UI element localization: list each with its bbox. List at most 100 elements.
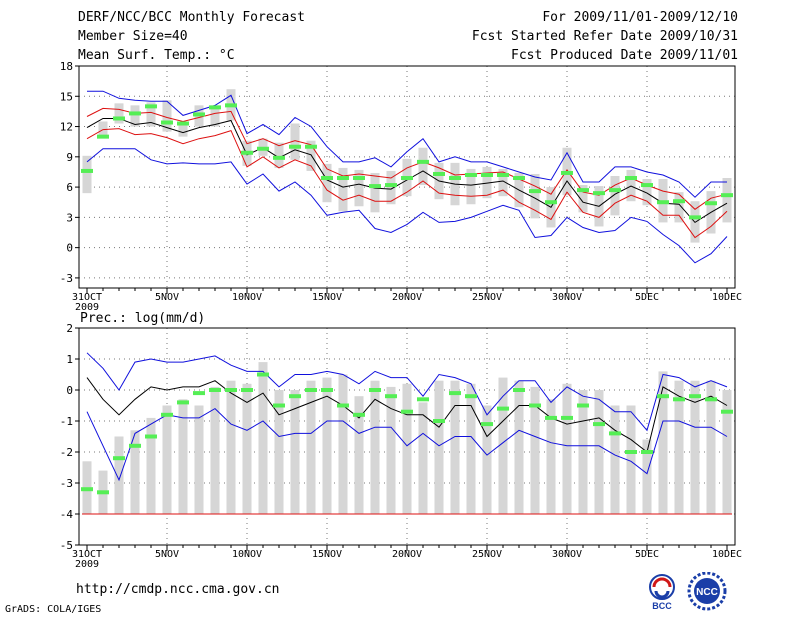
ytick-label: 6 [66,181,73,194]
ytick-label: 12 [60,121,73,134]
xtick-year-label: 2009 [75,302,99,313]
xtick-label: 25NOV [472,549,502,560]
ytick-label: 3 [66,211,73,224]
ytick-label: 2 [66,322,73,335]
ensemble-box [162,100,172,132]
ensemble-box [674,192,684,223]
ensemble-box [194,405,204,514]
ensemble-box [418,402,428,514]
median-marker [161,412,173,417]
xtick-label: 5DEC [635,292,659,303]
median-marker [97,134,109,139]
median-marker [177,400,189,405]
xtick-label: 15NOV [312,549,342,560]
ensemble-box [722,178,732,223]
median-marker [497,172,509,177]
median-marker [385,183,397,188]
ensemble-box [274,142,284,168]
median-marker [129,443,141,448]
ncc-logo: NCC [687,572,727,611]
series-line-upper [86,352,728,432]
ensemble-box [274,390,284,514]
median-marker [369,388,381,392]
series-line-spread-upper [86,107,728,210]
median-marker [593,422,605,427]
median-marker [337,176,349,181]
median-marker [289,144,301,149]
ensemble-box [594,390,604,514]
median-marker [705,201,717,206]
ensemble-box [290,123,300,160]
median-marker [257,372,269,377]
median-marker [81,168,93,173]
ensemble-box [546,399,556,514]
ensemble-box [370,172,380,213]
forecast-produced-date: Fcst Produced Date 2009/11/01 [511,48,738,63]
ytick-label: 15 [60,90,73,103]
ensemble-box [258,362,268,514]
ensemble-box [130,105,140,127]
median-marker [641,183,653,188]
median-marker [401,176,413,181]
ensemble-box [322,377,332,514]
ensemble-box [338,167,348,212]
median-marker [625,450,637,454]
chart-title: DERF/NCC/BCC Monthly Forecast [78,10,305,25]
median-marker [145,434,157,439]
median-marker [337,403,349,408]
median-marker [129,111,141,116]
median-marker [161,120,173,125]
median-marker [657,394,669,399]
median-marker [353,412,365,417]
median-marker [385,394,397,399]
ensemble-box [530,173,540,219]
median-marker [417,159,429,164]
ensemble-box [658,371,668,514]
median-marker [289,394,301,399]
ytick-label: -5 [60,539,73,552]
median-marker [577,403,589,408]
ensemble-box [354,169,364,207]
median-marker [465,394,477,399]
median-marker [449,176,461,181]
xtick-label: 20NOV [392,549,422,560]
ensemble-box [674,380,684,514]
ensemble-box [434,380,444,514]
median-marker [561,170,573,175]
ensemble-box [162,405,172,514]
ensemble-box [114,436,124,514]
ensemble-box [482,166,492,199]
ensemble-box [562,383,572,514]
median-marker [353,176,365,181]
median-marker [241,388,253,392]
ensemble-box [530,386,540,514]
xtick-label: 10DEC [712,292,742,303]
median-marker [433,419,445,423]
ytick-label: -3 [60,272,73,285]
ensemble-box [418,147,428,186]
ncc-logo-text: NCC [696,587,718,598]
ytick-label: -1 [60,415,73,428]
source-url[interactable]: http://cmdp.ncc.cma.gov.cn [76,582,280,597]
median-marker [689,215,701,220]
median-marker [513,176,525,181]
ensemble-box [146,102,156,127]
median-marker [529,403,541,408]
ytick-label: -3 [60,477,73,490]
precip-title: Prec.: log(mm/d) [80,311,205,326]
ensemble-box [386,170,396,205]
median-marker [257,146,269,151]
forecast-start-date: Fcst Started Refer Date 2009/10/31 [471,29,738,44]
median-marker [321,388,333,392]
ensemble-box [450,380,460,514]
median-marker [529,189,541,194]
xtick-year-label: 2009 [75,559,99,570]
series-line-upper [87,90,727,198]
ensemble-box [290,390,300,514]
median-marker [545,415,557,420]
ensemble-box [706,380,716,514]
ensemble-box [402,383,412,514]
median-marker [97,490,109,495]
xtick-label: 30NOV [552,292,582,303]
